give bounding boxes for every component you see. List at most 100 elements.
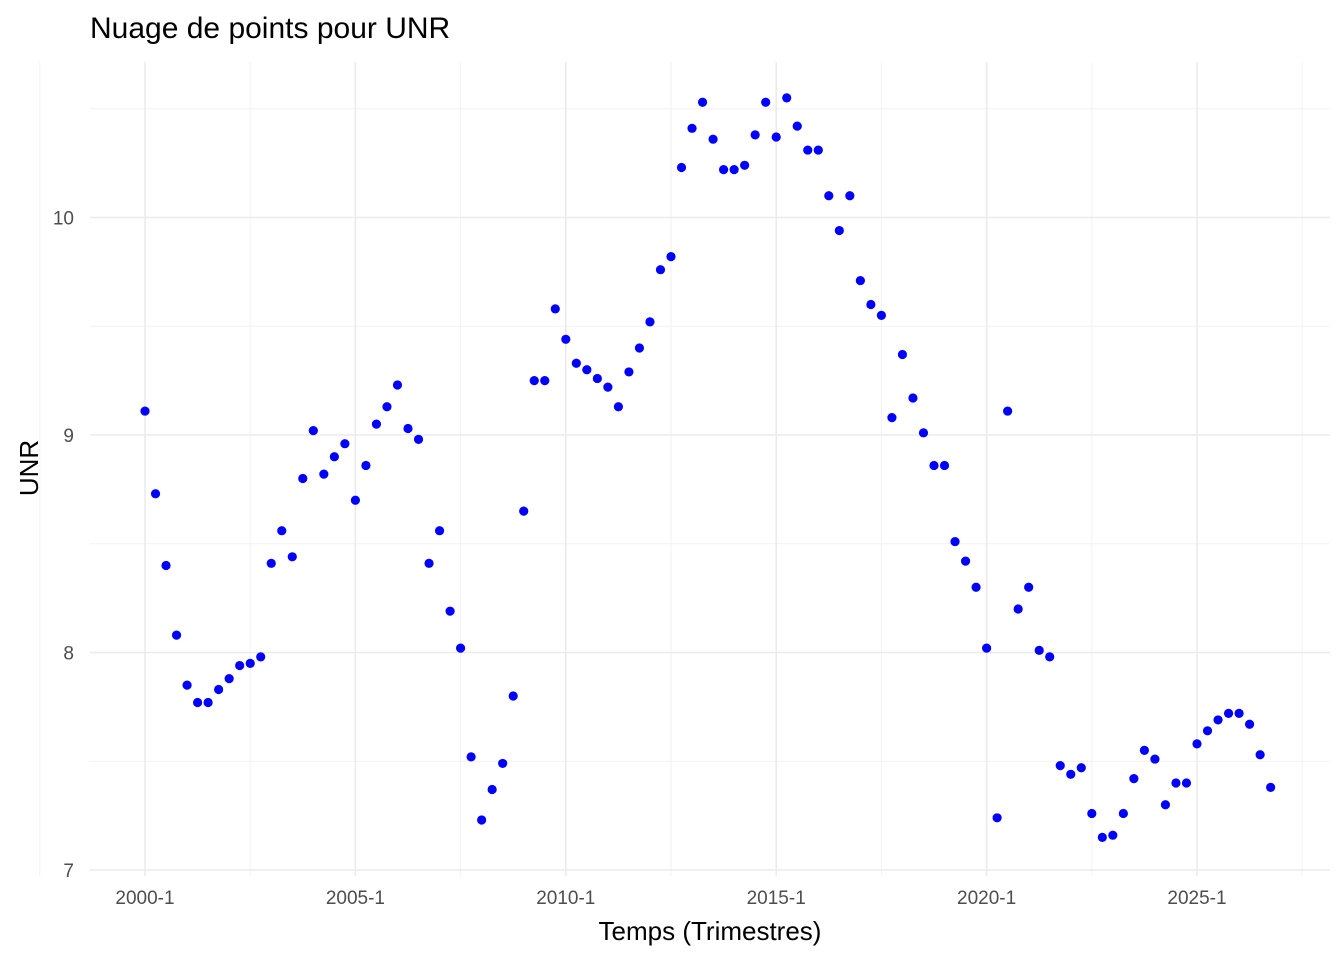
data-point (887, 413, 897, 423)
data-point (161, 560, 171, 571)
data-point (1003, 406, 1013, 416)
data-point (1118, 808, 1128, 819)
data-point (708, 134, 718, 144)
data-point (571, 358, 581, 368)
data-point (740, 160, 750, 170)
data-point (592, 373, 602, 384)
data-point (466, 752, 476, 762)
data-point (939, 460, 950, 471)
data-point (855, 275, 865, 286)
data-point (1013, 604, 1023, 614)
data-point (1150, 754, 1160, 764)
data-point (960, 556, 971, 566)
data-point (214, 684, 224, 695)
minor-gridlines (39, 62, 1330, 876)
data-point (445, 606, 455, 616)
major-gridlines (90, 62, 1330, 876)
data-point (550, 304, 560, 314)
data-point (1160, 800, 1171, 810)
data-point (1202, 726, 1213, 736)
data-point (1255, 750, 1265, 760)
data-point (687, 123, 697, 133)
data-point (792, 121, 802, 131)
data-point (918, 428, 929, 438)
x-tick-label: 2010-1 (536, 888, 595, 909)
data-point (603, 382, 613, 392)
data-point (287, 552, 297, 562)
y-tick-label: 8 (63, 644, 74, 665)
x-tick-label: 2020-1 (957, 888, 1016, 909)
data-point (508, 691, 518, 701)
data-point (834, 225, 844, 236)
data-point (782, 93, 792, 103)
data-point (319, 469, 329, 479)
data-point (634, 343, 645, 353)
data-point (561, 334, 571, 344)
data-point (235, 660, 245, 671)
data-point (193, 697, 203, 708)
x-axis-title: Temps (Trimestres) (599, 916, 822, 946)
y-axis-tick-labels: 7 8 9 10 (53, 209, 74, 883)
data-point (361, 460, 371, 471)
data-point (655, 265, 666, 275)
data-point (624, 367, 634, 377)
data-point (897, 349, 908, 360)
x-tick-label: 2015-1 (747, 888, 806, 909)
data-point (1076, 763, 1086, 773)
data-point (498, 758, 508, 769)
data-point (613, 402, 624, 412)
y-tick-label: 10 (53, 209, 74, 230)
data-point (1034, 645, 1044, 655)
data-point (824, 191, 834, 201)
data-point (266, 558, 276, 568)
x-tick-label: 2005-1 (326, 888, 385, 909)
data-point (676, 162, 687, 173)
data-point (866, 299, 876, 310)
data-point (519, 506, 529, 516)
data-point (1055, 761, 1065, 771)
data-points (140, 93, 1276, 842)
data-point (245, 658, 255, 668)
data-point (1245, 719, 1255, 729)
data-point (929, 460, 939, 471)
data-point (666, 252, 676, 262)
data-point (761, 97, 771, 107)
data-point (413, 434, 424, 444)
data-point (371, 419, 382, 429)
data-point (203, 697, 213, 708)
chart-title: Nuage de points pour UNR (90, 12, 451, 45)
x-tick-label: 2025-1 (1167, 888, 1226, 909)
data-point (1223, 708, 1234, 719)
data-point (1234, 708, 1244, 719)
data-point (456, 643, 466, 653)
data-point (403, 423, 413, 434)
data-point (803, 145, 813, 155)
data-point (1171, 778, 1181, 788)
x-axis-tick-labels: 2000-1 2005-1 2010-1 2015-1 2020-1 2025-1 (115, 888, 1226, 909)
data-point (771, 132, 781, 142)
data-point (1213, 715, 1223, 725)
data-point (529, 376, 539, 386)
data-point (813, 145, 823, 155)
data-point (582, 365, 592, 375)
data-point (950, 536, 960, 547)
data-point (171, 630, 182, 640)
data-point (697, 97, 708, 107)
y-axis-title: UNR (14, 440, 44, 496)
data-point (1192, 739, 1202, 749)
data-point (719, 165, 729, 175)
data-point (382, 402, 392, 412)
data-point (392, 380, 403, 390)
data-point (1266, 782, 1276, 792)
data-point (298, 473, 308, 484)
data-point (1097, 832, 1107, 842)
y-tick-label: 7 (63, 861, 74, 882)
data-point (1181, 778, 1192, 788)
data-point (645, 317, 655, 327)
data-point (1087, 808, 1097, 819)
data-point (350, 495, 360, 505)
data-point (982, 643, 992, 653)
data-point (1024, 582, 1034, 592)
data-point (329, 452, 339, 462)
data-point (424, 558, 434, 568)
